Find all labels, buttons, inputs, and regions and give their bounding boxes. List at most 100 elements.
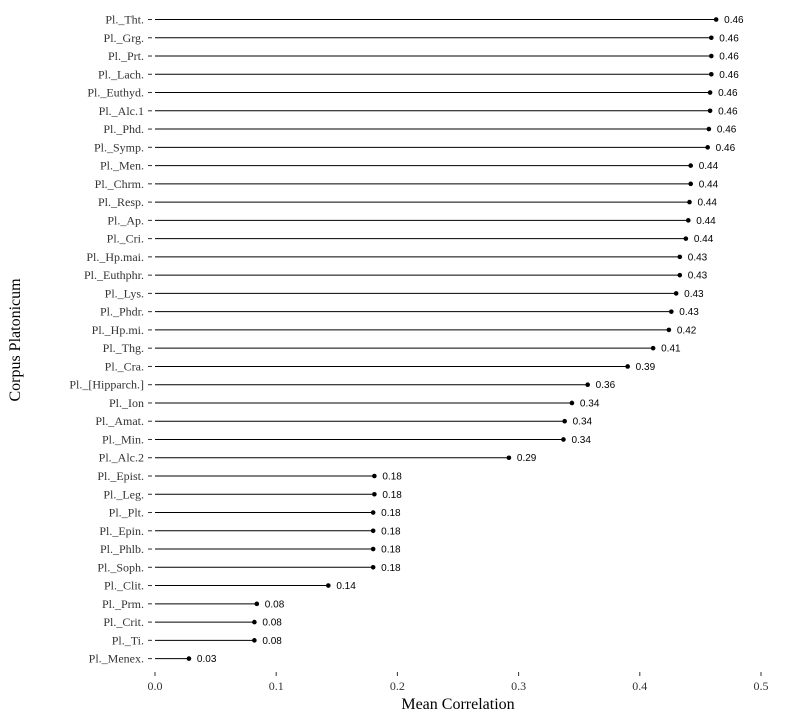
y-tick-label-25: Pl._Epist. bbox=[97, 469, 144, 483]
data-label-21: 0.34 bbox=[580, 398, 600, 409]
y-tick-label-21: Pl._Ion bbox=[109, 396, 144, 410]
data-point-10 bbox=[687, 199, 692, 205]
y-tick-label-11: Pl._Ap. bbox=[107, 213, 144, 227]
data-label-20: 0.36 bbox=[596, 380, 616, 391]
data-label-34: 0.08 bbox=[262, 636, 282, 647]
y-tick-label-2: Pl._Prt. bbox=[108, 49, 144, 63]
data-point-29 bbox=[370, 546, 376, 552]
data-label-11: 0.44 bbox=[696, 216, 716, 227]
y-tick-label-30: Pl._Soph. bbox=[97, 560, 144, 574]
data-label-25: 0.18 bbox=[382, 472, 402, 483]
data-label-5: 0.46 bbox=[718, 106, 738, 117]
x-tick-label-1: 0.1 bbox=[269, 679, 284, 693]
data-label-15: 0.43 bbox=[684, 289, 704, 300]
y-tick-label-3: Pl._Lach. bbox=[98, 67, 144, 81]
y-axis: Pl._Tht. Pl._Grg. Pl._Prt. Pl._Lach. Pl._Eut… bbox=[69, 13, 152, 666]
data-point-34 bbox=[252, 638, 257, 643]
data-point-12 bbox=[683, 236, 689, 241]
y-tick-label-28: Pl._Epin. bbox=[99, 524, 144, 538]
y-tick-label-33: Pl._Crit. bbox=[103, 615, 144, 629]
data-point-27 bbox=[370, 510, 376, 515]
data-label-35: 0.03 bbox=[197, 654, 217, 665]
data-point-19 bbox=[625, 364, 630, 369]
y-tick-label-32: Pl._Prm. bbox=[102, 597, 144, 611]
data-point-15 bbox=[673, 291, 679, 296]
x-tick-label-4: 0.4 bbox=[632, 679, 647, 693]
y-tick-label-31: Pl._Clit. bbox=[104, 579, 144, 593]
data-label-32: 0.08 bbox=[265, 599, 285, 610]
y-tick-label-23: Pl._Min. bbox=[102, 432, 144, 446]
x-tick-label-5: 0.5 bbox=[754, 679, 769, 693]
y-tick-label-4: Pl._Euthyd. bbox=[87, 86, 144, 100]
data-label-10: 0.44 bbox=[697, 198, 717, 209]
data-point-33 bbox=[252, 619, 257, 625]
data-label-6: 0.46 bbox=[717, 125, 737, 136]
y-tick-label-20: Pl._[Hipparch.] bbox=[69, 378, 144, 392]
x-axis-title: Mean Correlation bbox=[401, 696, 514, 713]
data-label-14: 0.43 bbox=[688, 271, 708, 282]
data-point-23 bbox=[561, 437, 566, 442]
data-point-22 bbox=[562, 418, 567, 424]
data-label-23: 0.34 bbox=[571, 435, 591, 446]
data-point-16 bbox=[669, 309, 674, 314]
stems-group bbox=[155, 19, 717, 660]
y-tick-label-19: Pl._Cra. bbox=[105, 359, 144, 373]
data-point-7 bbox=[705, 145, 710, 150]
y-tick-label-0: Pl._Tht. bbox=[105, 13, 144, 27]
y-tick-label-12: Pl._Cri. bbox=[107, 232, 144, 246]
y-tick-label-10: Pl._Resp. bbox=[98, 195, 144, 209]
data-label-2: 0.46 bbox=[719, 52, 739, 63]
data-label-31: 0.14 bbox=[336, 581, 356, 592]
y-tick-label-16: Pl._Phdr. bbox=[100, 305, 144, 319]
data-point-8 bbox=[688, 163, 694, 168]
data-point-4 bbox=[707, 90, 713, 95]
data-label-24: 0.29 bbox=[517, 453, 537, 464]
data-point-26 bbox=[372, 491, 377, 497]
y-tick-label-9: Pl._Chrm. bbox=[95, 177, 144, 191]
data-point-14 bbox=[677, 272, 683, 278]
data-label-9: 0.44 bbox=[699, 179, 719, 190]
data-label-26: 0.18 bbox=[382, 490, 402, 501]
data-label-16: 0.43 bbox=[679, 307, 699, 318]
y-tick-label-1: Pl._Grg. bbox=[104, 31, 144, 45]
data-point-18 bbox=[650, 345, 656, 351]
y-tick-label-35: Pl._Menex. bbox=[89, 652, 144, 666]
data-point-3 bbox=[709, 71, 714, 77]
data-label-0: 0.46 bbox=[724, 15, 744, 26]
data-point-11 bbox=[685, 218, 691, 223]
y-tick-label-13: Pl._Hp.mai. bbox=[86, 250, 144, 264]
y-tick-label-34: Pl._Ti. bbox=[112, 633, 144, 647]
data-label-7: 0.46 bbox=[716, 143, 736, 154]
y-tick-label-29: Pl._Phlb. bbox=[100, 542, 144, 556]
data-label-19: 0.39 bbox=[636, 362, 656, 373]
data-point-9 bbox=[688, 181, 694, 187]
data-point-24 bbox=[506, 455, 512, 461]
y-tick-label-27: Pl._Plt. bbox=[109, 506, 144, 520]
data-point-17 bbox=[666, 327, 672, 333]
data-point-6 bbox=[706, 126, 712, 132]
data-point-28 bbox=[370, 528, 376, 534]
data-labels-group: 0.46 0.46 0.46 0.46 0.46 0.46 0.46 0.46 0.44 0.44… bbox=[197, 15, 744, 665]
y-tick-label-7: Pl._Symp. bbox=[94, 140, 144, 154]
x-tick-label-0: 0.0 bbox=[148, 679, 163, 693]
data-label-17: 0.42 bbox=[677, 325, 697, 336]
x-axis: 0.0 0.1 0.2 0.3 0.4 0.5 bbox=[148, 672, 769, 693]
y-tick-label-15: Pl._Lys. bbox=[105, 286, 144, 300]
data-label-30: 0.18 bbox=[381, 563, 401, 574]
data-label-27: 0.18 bbox=[381, 508, 401, 519]
data-label-3: 0.46 bbox=[719, 70, 739, 81]
data-point-2 bbox=[709, 53, 714, 59]
data-point-25 bbox=[372, 473, 377, 479]
data-label-1: 0.46 bbox=[719, 33, 739, 44]
x-tick-label-2: 0.2 bbox=[390, 679, 405, 693]
data-label-8: 0.44 bbox=[699, 161, 719, 172]
y-tick-label-26: Pl._Leg. bbox=[103, 487, 144, 501]
dots-group bbox=[186, 17, 719, 661]
data-point-20 bbox=[585, 382, 590, 388]
data-label-22: 0.34 bbox=[573, 417, 593, 428]
data-point-32 bbox=[254, 601, 260, 607]
y-tick-label-18: Pl._Thg. bbox=[103, 341, 144, 355]
data-point-5 bbox=[707, 108, 713, 114]
data-point-30 bbox=[370, 565, 376, 570]
